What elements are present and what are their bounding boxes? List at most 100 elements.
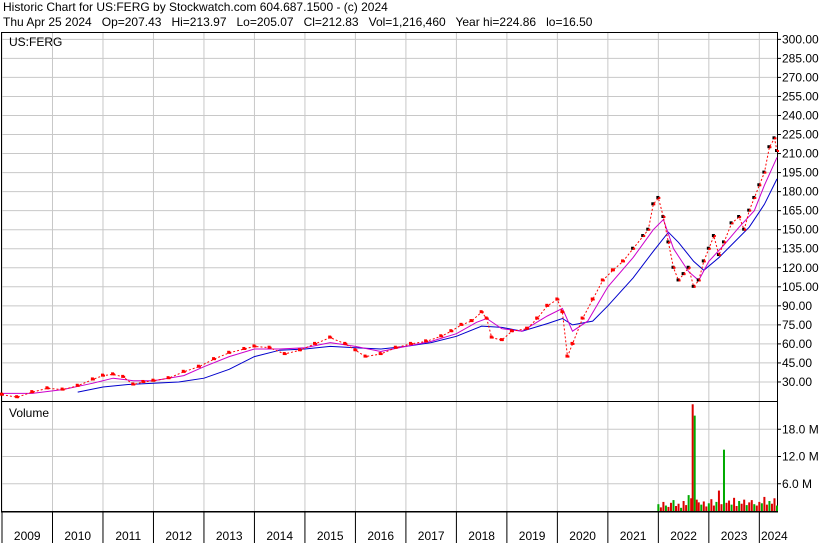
price-close-tick (774, 137, 777, 140)
x-tick-label: 2011 (115, 529, 141, 543)
price-bar (772, 136, 776, 140)
price-close-tick (330, 336, 333, 339)
price-bar (328, 335, 332, 339)
price-bar (212, 357, 216, 361)
price-y-tick-label: 255.00 (782, 89, 819, 103)
price-close-tick (612, 269, 615, 272)
price-bar (565, 354, 569, 358)
x-tick-label: 2020 (569, 529, 596, 543)
volume-bar (750, 500, 753, 511)
price-bar (459, 322, 463, 326)
price-bar (752, 195, 756, 199)
price-bar (631, 246, 635, 250)
price-close-tick (698, 279, 701, 282)
price-bar (696, 278, 700, 282)
volume-bar (700, 504, 703, 511)
price-close-tick (623, 260, 626, 263)
volume-marks (657, 404, 778, 511)
volume-bar (697, 502, 700, 511)
x-tick-label: 2014 (266, 529, 293, 543)
price-bar (75, 383, 79, 387)
price-y-tick-label: 150.00 (782, 223, 819, 237)
price-bar (489, 335, 493, 339)
price-bar (479, 310, 483, 314)
price-y-tick-label: 180.00 (782, 185, 819, 199)
x-tick-label: 2019 (519, 529, 546, 543)
volume-bar (677, 503, 680, 511)
volume-bar (733, 497, 736, 511)
price-bar (484, 316, 488, 320)
volume-bar (690, 498, 693, 511)
volume-bar (743, 499, 746, 511)
price-panel-frame (1, 32, 778, 402)
volume-bar (730, 504, 733, 511)
volume-bar (728, 500, 731, 511)
price-close-tick (648, 228, 651, 231)
volume-bar (740, 503, 743, 511)
price-panel-title: US:FERG (9, 35, 62, 49)
price-close-tick (254, 345, 257, 348)
price-close-tick (47, 387, 50, 390)
price-bar (737, 215, 741, 218)
volume-bar (776, 505, 778, 511)
x-tick-label: 2016 (367, 529, 394, 543)
price-bar (90, 377, 94, 381)
volume-bar (765, 504, 768, 511)
price-bar (469, 319, 473, 323)
volume-y-tick-label: 6.0 M (782, 477, 812, 491)
price-close-tick (764, 171, 767, 174)
price-bar (15, 395, 19, 399)
price-close-tick (501, 339, 504, 342)
price-close-tick (678, 279, 681, 282)
price-bar (686, 265, 690, 269)
price-bar (600, 278, 604, 282)
volume-bar (667, 506, 670, 511)
price-close-tick (688, 266, 691, 269)
volume-bar (725, 502, 728, 511)
volume-bar (745, 505, 748, 511)
price-bar (313, 341, 317, 345)
price-close-tick (355, 349, 358, 352)
volume-bar (672, 500, 675, 511)
volume-bar (738, 501, 741, 511)
price-bar (393, 345, 397, 349)
price-close-tick (481, 311, 484, 314)
price-bar (742, 227, 746, 231)
price-grid (1, 33, 777, 401)
x-tick-label: 2021 (620, 529, 647, 543)
price-close-tick (653, 203, 656, 206)
price-close-tick (708, 247, 711, 250)
price-close-tick (693, 285, 696, 288)
price-bar (499, 338, 503, 342)
price-close-tick (759, 184, 762, 187)
price-bar (681, 272, 685, 276)
price-close-tick (769, 146, 772, 149)
price-bar (45, 386, 49, 390)
price-bar (535, 316, 539, 320)
price-close-tick (269, 346, 272, 349)
price-bar (0, 392, 3, 396)
price-close-tick (315, 342, 318, 345)
volume-bar (659, 507, 662, 511)
header-title: Historic Chart for US:FERG by Stockwatch… (3, 0, 388, 14)
volume-bar (685, 505, 688, 511)
volume-bar (664, 505, 667, 511)
volume-y-tick-label: 18.0 M (782, 422, 819, 436)
volume-bar (753, 504, 756, 511)
price-bar (610, 268, 614, 272)
volume-bar (773, 498, 776, 511)
price-close-tick (365, 355, 368, 358)
price-close-tick (562, 311, 565, 314)
price-close-tick (395, 346, 398, 349)
price-bar (621, 259, 625, 263)
price-bar (555, 297, 559, 301)
price-bar (666, 240, 670, 244)
price-y-tick-label: 225.00 (782, 128, 819, 142)
price-close-tick (527, 327, 530, 330)
price-close-tick (744, 228, 747, 231)
price-bar (196, 364, 200, 368)
price-close-tick (92, 378, 95, 381)
price-y-tick-label: 75.00 (782, 318, 812, 332)
price-close-tick (754, 196, 757, 199)
price-close-tick (718, 254, 721, 257)
